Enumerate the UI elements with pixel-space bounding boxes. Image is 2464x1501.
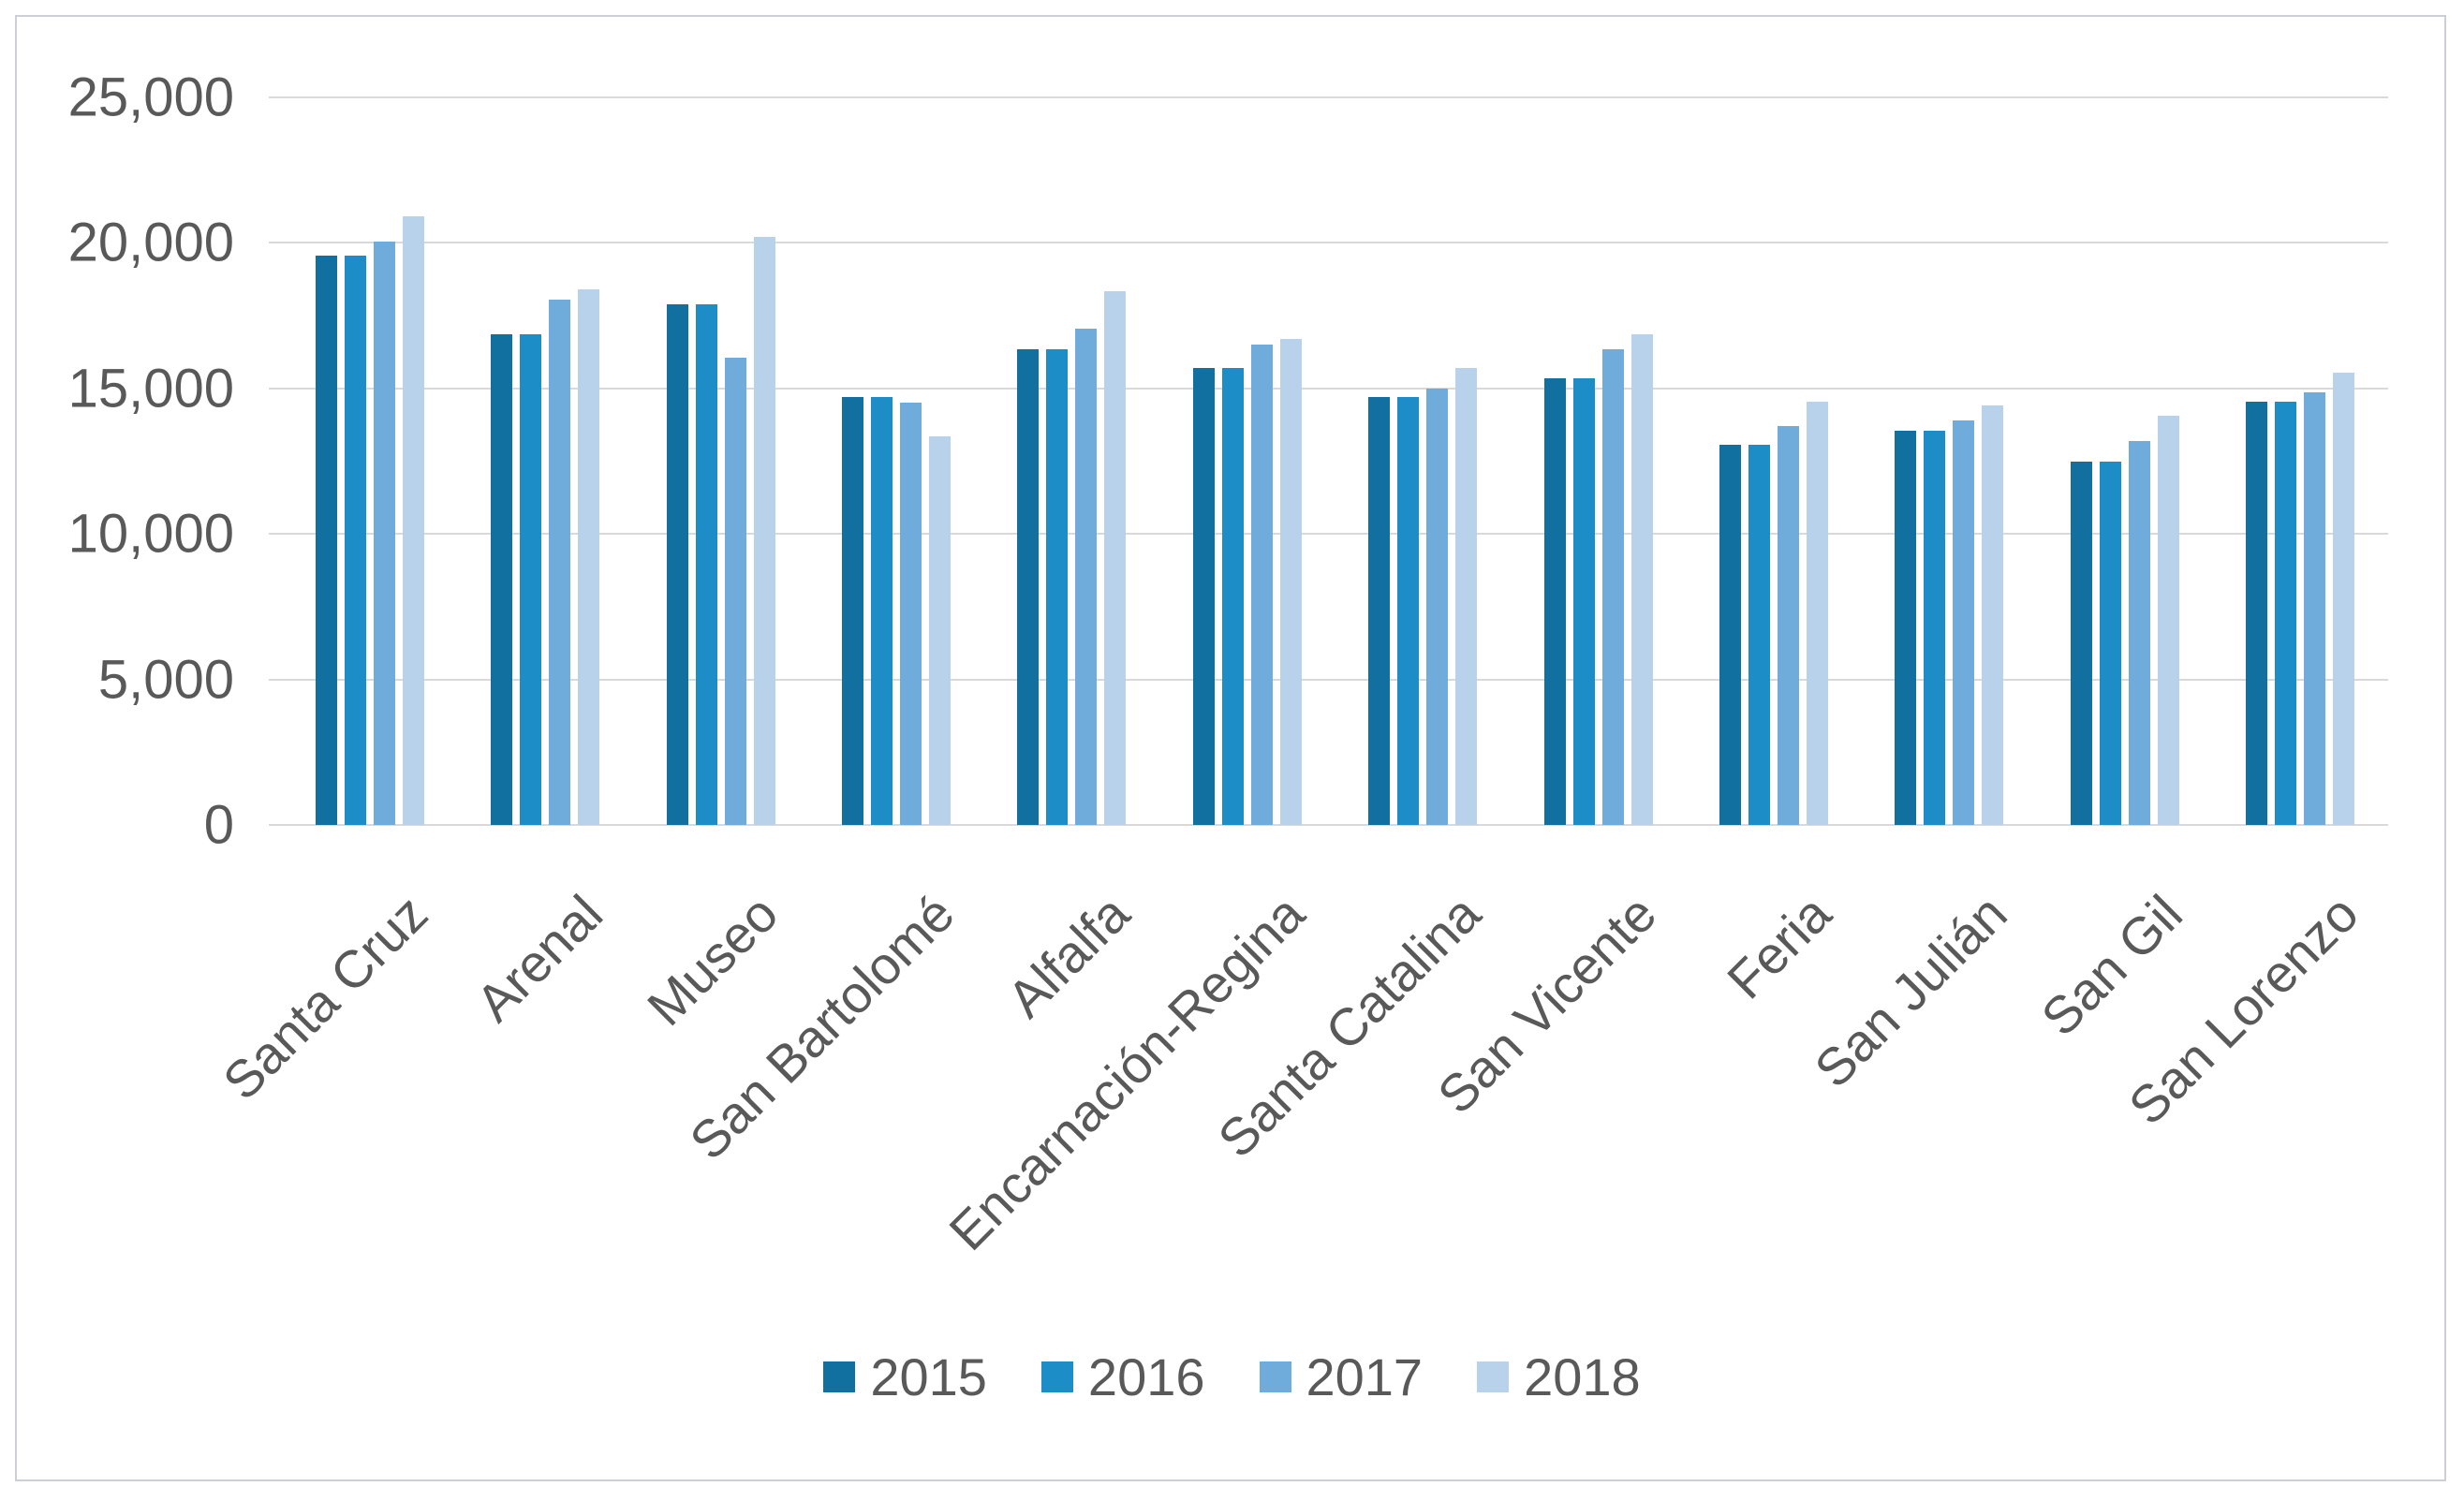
bar-2016 xyxy=(870,397,893,825)
bar-2015 xyxy=(1719,445,1742,825)
bar-group-san-gil xyxy=(2037,97,2212,825)
y-axis-tick-mark xyxy=(269,824,282,826)
y-tick-label: 0 xyxy=(203,794,234,856)
bar-2015 xyxy=(1368,397,1391,825)
x-axis-line xyxy=(282,824,2388,826)
bar-2015 xyxy=(315,256,337,825)
gridline xyxy=(282,242,2388,244)
y-tick-label: 15,000 xyxy=(67,358,234,419)
bar-group-santa-cruz xyxy=(282,97,457,825)
bar-2018 xyxy=(1279,338,1302,825)
y-axis-tick-mark xyxy=(269,533,282,536)
plot-area xyxy=(282,96,2388,826)
bar-2016 xyxy=(1924,430,1946,825)
bar-2016 xyxy=(1046,348,1069,825)
bar-2015 xyxy=(1543,377,1566,825)
bar-group-arenal xyxy=(457,97,632,825)
bar-2017 xyxy=(1250,345,1273,825)
y-axis-tick-mark xyxy=(269,242,282,244)
bar-group-san-bartolom- xyxy=(808,97,983,825)
gridline xyxy=(282,387,2388,390)
y-axis: 0 5,000 10,000 15,000 20,000 25,000 xyxy=(0,67,240,856)
y-axis-tick-mark xyxy=(269,678,282,681)
legend-swatch-2015 xyxy=(823,1361,856,1392)
bar-2015 xyxy=(2246,401,2268,825)
y-tick-label: 5,000 xyxy=(97,649,234,711)
legend-swatch-2017 xyxy=(1259,1361,1291,1392)
legend-swatch-2016 xyxy=(1040,1361,1073,1392)
bar-2018 xyxy=(753,237,775,825)
bar-2018 xyxy=(402,216,424,825)
legend-label: 2017 xyxy=(1306,1347,1424,1406)
bar-group-san-lorenzo xyxy=(2213,97,2388,825)
bar-2018 xyxy=(1455,368,1478,825)
bar-2015 xyxy=(841,397,863,825)
bar-2018 xyxy=(1630,334,1653,825)
bar-2017 xyxy=(1601,348,1624,825)
bar-group-encarnaci-n-regina xyxy=(1159,97,1335,825)
bar-2018 xyxy=(2157,416,2179,825)
bar-2017 xyxy=(1953,420,1975,825)
bar-2017 xyxy=(899,403,922,825)
bar-2017 xyxy=(1075,329,1098,825)
bar-2018 xyxy=(1807,401,1829,825)
bar-2018 xyxy=(2333,372,2355,825)
bar-2016 xyxy=(695,303,717,825)
gridline xyxy=(282,96,2388,98)
legend-item-2018: 2018 xyxy=(1477,1346,1641,1407)
bar-2018 xyxy=(1104,290,1127,825)
legend-item-2015: 2015 xyxy=(823,1346,987,1407)
gridline xyxy=(282,533,2388,536)
bar-2015 xyxy=(666,303,688,825)
y-tick-label: 25,000 xyxy=(67,66,234,128)
legend-swatch-2018 xyxy=(1477,1361,1510,1392)
legend-item-2016: 2016 xyxy=(1040,1346,1205,1407)
bar-2015 xyxy=(2070,461,2092,825)
bar-2017 xyxy=(2304,392,2326,825)
bar-group-santa-catalina xyxy=(1335,97,1511,825)
bar-2015 xyxy=(491,334,513,825)
bar-2016 xyxy=(1397,397,1420,825)
bar-2016 xyxy=(1748,445,1771,825)
bar-2015 xyxy=(1192,368,1215,825)
bar-2016 xyxy=(344,256,366,825)
y-tick-label: 20,000 xyxy=(67,212,234,273)
y-axis-tick-mark xyxy=(269,96,282,98)
bar-2016 xyxy=(520,334,542,825)
legend-label: 2018 xyxy=(1524,1347,1641,1406)
bar-2018 xyxy=(578,289,600,825)
y-axis-tick-mark xyxy=(269,387,282,390)
bar-2015 xyxy=(1017,348,1040,825)
bar-2017 xyxy=(1778,426,1800,825)
bar-2017 xyxy=(2128,440,2150,825)
bar-group-alfalfa xyxy=(984,97,1159,825)
bar-2016 xyxy=(2275,401,2297,825)
legend-label: 2016 xyxy=(1087,1347,1205,1406)
bar-2017 xyxy=(373,241,395,825)
bar-2017 xyxy=(724,358,746,825)
legend: 2015 2016 2017 2018 xyxy=(0,1346,2464,1407)
bar-2016 xyxy=(1221,368,1244,825)
bar-2016 xyxy=(1572,377,1595,825)
bar-2018 xyxy=(928,436,951,825)
y-tick-label: 10,000 xyxy=(67,503,234,565)
bar-group-san-vicente xyxy=(1511,97,1686,825)
bar-2016 xyxy=(2099,461,2121,825)
legend-item-2017: 2017 xyxy=(1259,1346,1424,1407)
gridline xyxy=(282,678,2388,681)
bar-2018 xyxy=(1982,405,2004,825)
bar-2015 xyxy=(1895,430,1917,825)
bar-group-museo xyxy=(633,97,808,825)
bar-2017 xyxy=(1426,388,1449,825)
legend-label: 2015 xyxy=(870,1347,987,1406)
bar-2017 xyxy=(549,300,571,825)
bar-group-feria xyxy=(1686,97,1861,825)
bar-group-san-juli-n xyxy=(1862,97,2037,825)
